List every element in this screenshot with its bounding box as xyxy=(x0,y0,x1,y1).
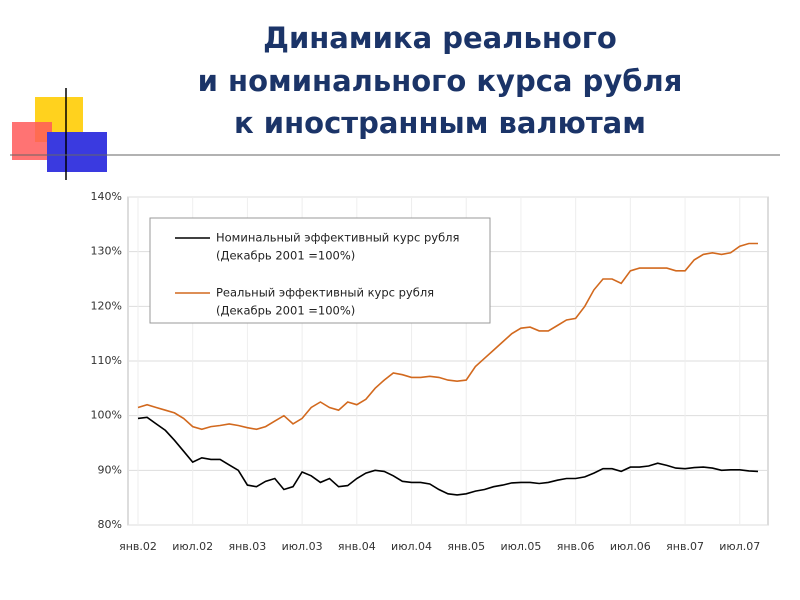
legend-note: (Декабрь 2001 =100%) xyxy=(216,304,355,318)
x-tick-label: янв.07 xyxy=(666,540,704,553)
y-tick-label: 80% xyxy=(98,518,122,531)
series-line xyxy=(137,416,759,496)
y-tick-label: 120% xyxy=(91,299,122,312)
legend-label: Реальный эффективный курс рубля xyxy=(216,286,434,300)
deco-blue xyxy=(47,132,107,172)
title-line: Динамика реального xyxy=(263,21,617,55)
x-tick-label: июл.07 xyxy=(719,540,760,553)
x-tick-label: янв.05 xyxy=(447,540,485,553)
x-tick-label: янв.04 xyxy=(338,540,376,553)
y-tick-label: 140% xyxy=(91,190,122,203)
y-tick-label: 110% xyxy=(91,354,122,367)
x-tick-label: июл.06 xyxy=(610,540,651,553)
y-tick-label: 90% xyxy=(98,463,122,476)
title-line: и номинального курса рубля xyxy=(198,64,683,98)
deco-red xyxy=(12,122,52,160)
y-tick-label: 100% xyxy=(91,409,122,422)
x-tick-label: янв.06 xyxy=(557,540,595,553)
legend-box xyxy=(149,217,491,324)
x-tick-label: июл.05 xyxy=(500,540,541,553)
x-tick-label: янв.03 xyxy=(229,540,267,553)
x-tick-label: июл.03 xyxy=(282,540,323,553)
legend-note: (Декабрь 2001 =100%) xyxy=(216,249,355,263)
series-line xyxy=(137,242,758,431)
x-tick-label: июл.04 xyxy=(391,540,432,553)
legend-label: Номинальный эффективный курс рубля xyxy=(216,231,459,245)
x-tick-label: июл.02 xyxy=(172,540,213,553)
x-tick-label: янв.02 xyxy=(119,540,157,553)
title-line: к иностранным валютам xyxy=(234,106,646,140)
y-tick-label: 130% xyxy=(91,245,122,258)
